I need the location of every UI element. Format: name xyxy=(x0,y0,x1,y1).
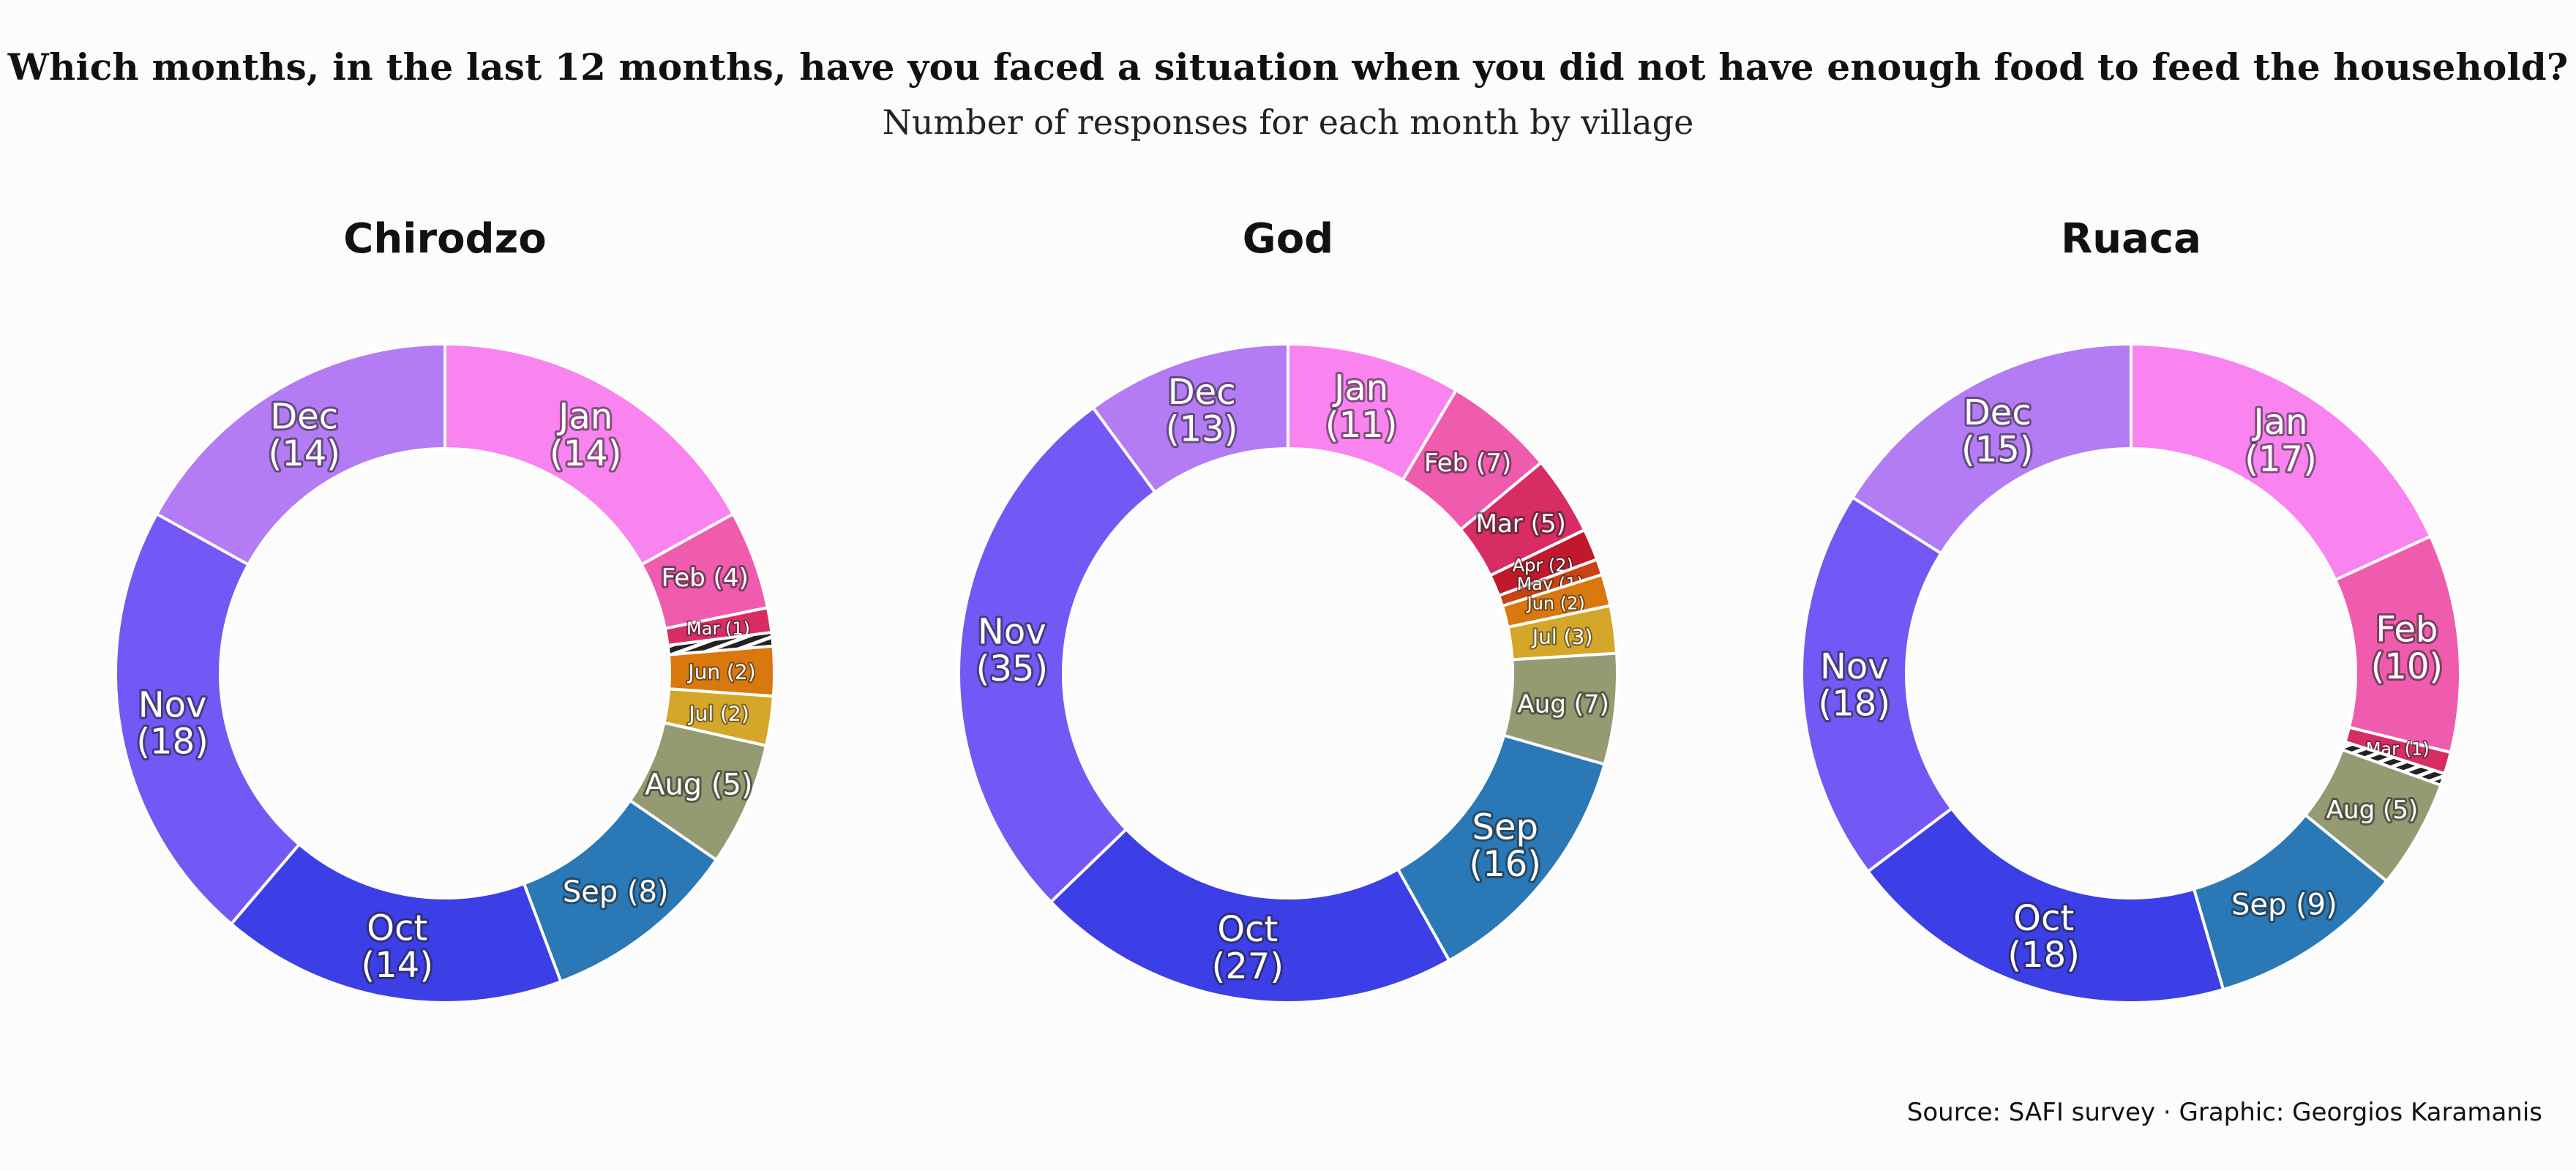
slice-label-sep: Sep (8) xyxy=(563,875,669,909)
slice-label-line: Feb xyxy=(2375,609,2438,650)
slice-label-nov: Nov (18) xyxy=(1819,646,1891,724)
slice-label-line: Sep xyxy=(1472,807,1538,848)
slice-label-line: Aug (5) xyxy=(645,768,752,802)
slice-label-jan: Jan (17) xyxy=(2244,402,2317,479)
slice-label-line: Feb (4) xyxy=(662,564,749,593)
slice-label-line: Feb (7) xyxy=(1424,449,1511,478)
slice-label-dec: Dec (15) xyxy=(1961,392,2034,470)
slice-label-nov: Nov (35) xyxy=(976,611,1049,689)
slice-label-sep: Sep (9) xyxy=(2231,888,2337,921)
slice-nov xyxy=(1800,495,1953,873)
slice-label-line: Mar (1) xyxy=(2366,739,2430,760)
slice-label-line: Jul (2) xyxy=(687,702,749,726)
slice-nov xyxy=(957,406,1157,904)
slice-label-line: Aug (5) xyxy=(2326,796,2418,825)
chart-title: Ruaca xyxy=(2061,215,2201,263)
slice-label-line: Aug (7) xyxy=(1518,689,1609,719)
slice-label-line: (18) xyxy=(1819,684,1891,725)
slice-label-line: Mar (5) xyxy=(1476,509,1566,539)
chart-title: God xyxy=(1243,215,1334,263)
page-subtitle: Number of responses for each month by vi… xyxy=(882,102,1694,142)
slice-label-line: Nov xyxy=(1820,646,1889,687)
slice-label-line: (15) xyxy=(1961,430,2034,471)
slice-label-line: (14) xyxy=(362,945,434,986)
slice-label-jan: Jan (11) xyxy=(1325,368,1398,446)
slice-label-mar: Mar (5) xyxy=(1476,509,1566,539)
slice-label-line: Nov xyxy=(978,611,1046,652)
donut-chart-ruaca: Ruaca Jan (17) Feb (10) Mar (1) Aug (5) Sep (9)… xyxy=(1800,215,2462,1004)
slice-label-line: Sep (9) xyxy=(2231,888,2337,921)
slice-label-line: (35) xyxy=(976,648,1049,689)
slice-label-line: (10) xyxy=(2371,646,2444,687)
slice-label-line: (18) xyxy=(136,722,209,763)
slice-label-line: (14) xyxy=(550,433,622,474)
slice-oct xyxy=(1049,828,1451,1004)
slice-label-line: Dec xyxy=(1963,392,2032,433)
slice-label-dec: Dec (14) xyxy=(268,397,340,474)
slice-label-line: (18) xyxy=(2007,935,2080,976)
slice-oct xyxy=(1866,807,2225,1004)
slice-label-jul: Jul (3) xyxy=(1531,624,1592,648)
slice-label-oct: Oct (14) xyxy=(362,908,434,985)
slice-label-line: Nov xyxy=(138,684,207,725)
slice-label-aug: Aug (5) xyxy=(645,768,752,802)
slice-label-line: (14) xyxy=(268,433,340,474)
slice-label-line: Dec xyxy=(1168,372,1236,413)
slice-label-aug: Aug (5) xyxy=(2326,796,2418,825)
slice-label-line: (27) xyxy=(1212,946,1284,987)
slice-label-jun: Jun (2) xyxy=(1526,594,1585,614)
slice-label-line: Jun (2) xyxy=(686,659,755,684)
slice-label-feb: Feb (7) xyxy=(1424,449,1511,478)
slice-label-line: Oct xyxy=(2013,898,2074,939)
slice-jan xyxy=(2130,343,2433,582)
slice-label-line: (13) xyxy=(1166,408,1238,449)
slice-label-line: Oct xyxy=(1217,909,1278,950)
slice-label-oct: Oct (18) xyxy=(2007,898,2080,976)
slice-label-line: Jan xyxy=(1332,368,1388,409)
slice-label-line: Oct xyxy=(367,908,427,949)
caption: Source: SAFI survey · Graphic: Georgios … xyxy=(1906,1098,2542,1127)
slice-label-line: (11) xyxy=(1325,405,1398,446)
slice-label-aug: Aug (7) xyxy=(1518,689,1609,719)
slice-dec xyxy=(1091,343,1289,494)
slice-jan xyxy=(443,343,735,566)
slice-label-jun: Jun (2) xyxy=(686,659,755,684)
slice-label-mar: Mar (1) xyxy=(2366,739,2430,760)
slice-label-nov: Nov (18) xyxy=(136,684,209,762)
slice-dec xyxy=(1851,343,2133,555)
slice-label-line: Dec xyxy=(270,397,338,438)
slice-label-line: Jan xyxy=(2252,402,2308,443)
slice-label-apr: Apr (2) xyxy=(1513,555,1573,575)
slice-label-feb: Feb (4) xyxy=(662,564,749,593)
slice-label-feb: Feb (10) xyxy=(2371,609,2444,686)
slice-label-line: Jan xyxy=(556,397,613,438)
slice-label-jan: Jan (14) xyxy=(550,397,622,474)
slice-dec xyxy=(155,343,446,566)
slice-label-line: (17) xyxy=(2244,439,2317,480)
slice-oct xyxy=(230,842,563,1004)
page-title: Which months, in the last 12 months, hav… xyxy=(7,45,2569,89)
slice-label-sep: Sep (16) xyxy=(1469,807,1541,885)
slice-label-line: Jul (3) xyxy=(1531,624,1592,648)
slice-nov xyxy=(114,512,301,926)
slice-label-jul: Jul (2) xyxy=(687,702,749,726)
chart-title: Chirodzo xyxy=(343,215,546,263)
slice-label-line: Jun (2) xyxy=(1526,594,1585,614)
slice-label-line: Apr (2) xyxy=(1513,555,1573,575)
slice-label-line: (16) xyxy=(1469,844,1541,885)
slice-label-dec: Dec (13) xyxy=(1166,372,1238,449)
slice-label-line: Sep (8) xyxy=(563,875,669,909)
slice-label-oct: Oct (27) xyxy=(1212,909,1284,987)
